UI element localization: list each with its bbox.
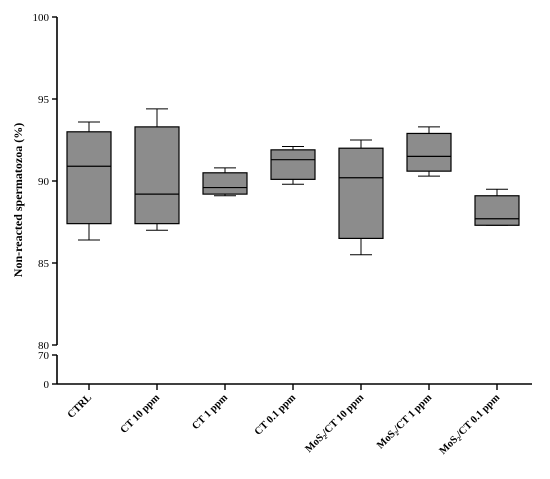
category-label: MoS₂/CT 10 ppm (303, 392, 366, 455)
category-labels: CTRL CT 10 ppm CT 1 ppm CT 0.1 ppm MoS₂/CT 1… (66, 392, 503, 457)
box-iqr (202, 172, 248, 195)
box-iqr (406, 132, 452, 172)
category-label: MoS₂/CT 0.1 ppm (438, 392, 503, 457)
category-label: CT 10 ppm (119, 392, 163, 436)
category-label: MoS₂/CT 1 ppm (375, 392, 434, 451)
box-2 (134, 108, 180, 231)
box-series (66, 108, 520, 256)
y-tick-label: 80 (38, 340, 50, 352)
y-tick-label: 90 (38, 176, 50, 188)
box-5 (338, 139, 384, 256)
box-iqr (474, 195, 520, 226)
box-1 (66, 121, 112, 241)
box-iqr (338, 147, 384, 239)
box-3 (202, 167, 248, 197)
box-iqr (66, 131, 112, 225)
y-tick-label: 0 (44, 379, 50, 391)
category-label: CT 1 ppm (190, 392, 230, 432)
box-6 (406, 126, 452, 177)
y-axis: 80 85 90 95 100 0 70 (33, 12, 58, 391)
box-iqr (270, 149, 316, 180)
y-tick-label: 95 (38, 94, 50, 106)
y-tick-label: 70 (38, 350, 50, 362)
box-4 (270, 146, 316, 185)
y-tick-label: 85 (38, 258, 50, 270)
y-axis-title: Non-reacted spermatozoa (%) (11, 123, 25, 277)
category-label: CT 0.1 ppm (253, 392, 299, 438)
x-axis (57, 383, 532, 390)
box-7 (474, 188, 520, 226)
y-tick-label: 100 (33, 12, 50, 24)
category-label: CTRL (66, 392, 94, 420)
box-iqr (134, 126, 180, 225)
